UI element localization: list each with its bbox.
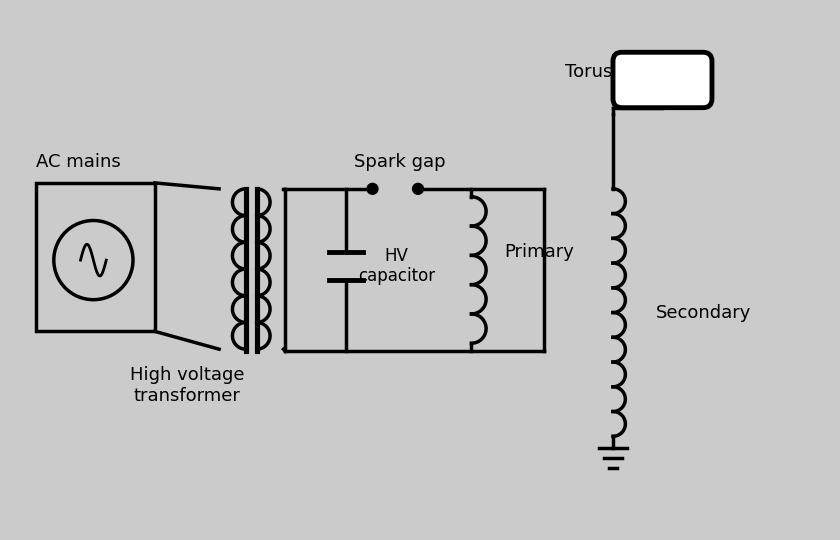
Text: Torus: Torus [564, 63, 612, 81]
Text: Spark gap: Spark gap [354, 153, 446, 171]
Text: Secondary: Secondary [655, 303, 751, 321]
Text: AC mains: AC mains [36, 153, 121, 171]
FancyBboxPatch shape [613, 52, 712, 107]
Bar [36, 183, 155, 332]
Text: Primary: Primary [504, 243, 574, 261]
Circle shape [412, 184, 423, 194]
Circle shape [367, 184, 378, 194]
Text: High voltage
transformer: High voltage transformer [130, 366, 244, 405]
Text: HV
capacitor: HV capacitor [358, 247, 435, 286]
